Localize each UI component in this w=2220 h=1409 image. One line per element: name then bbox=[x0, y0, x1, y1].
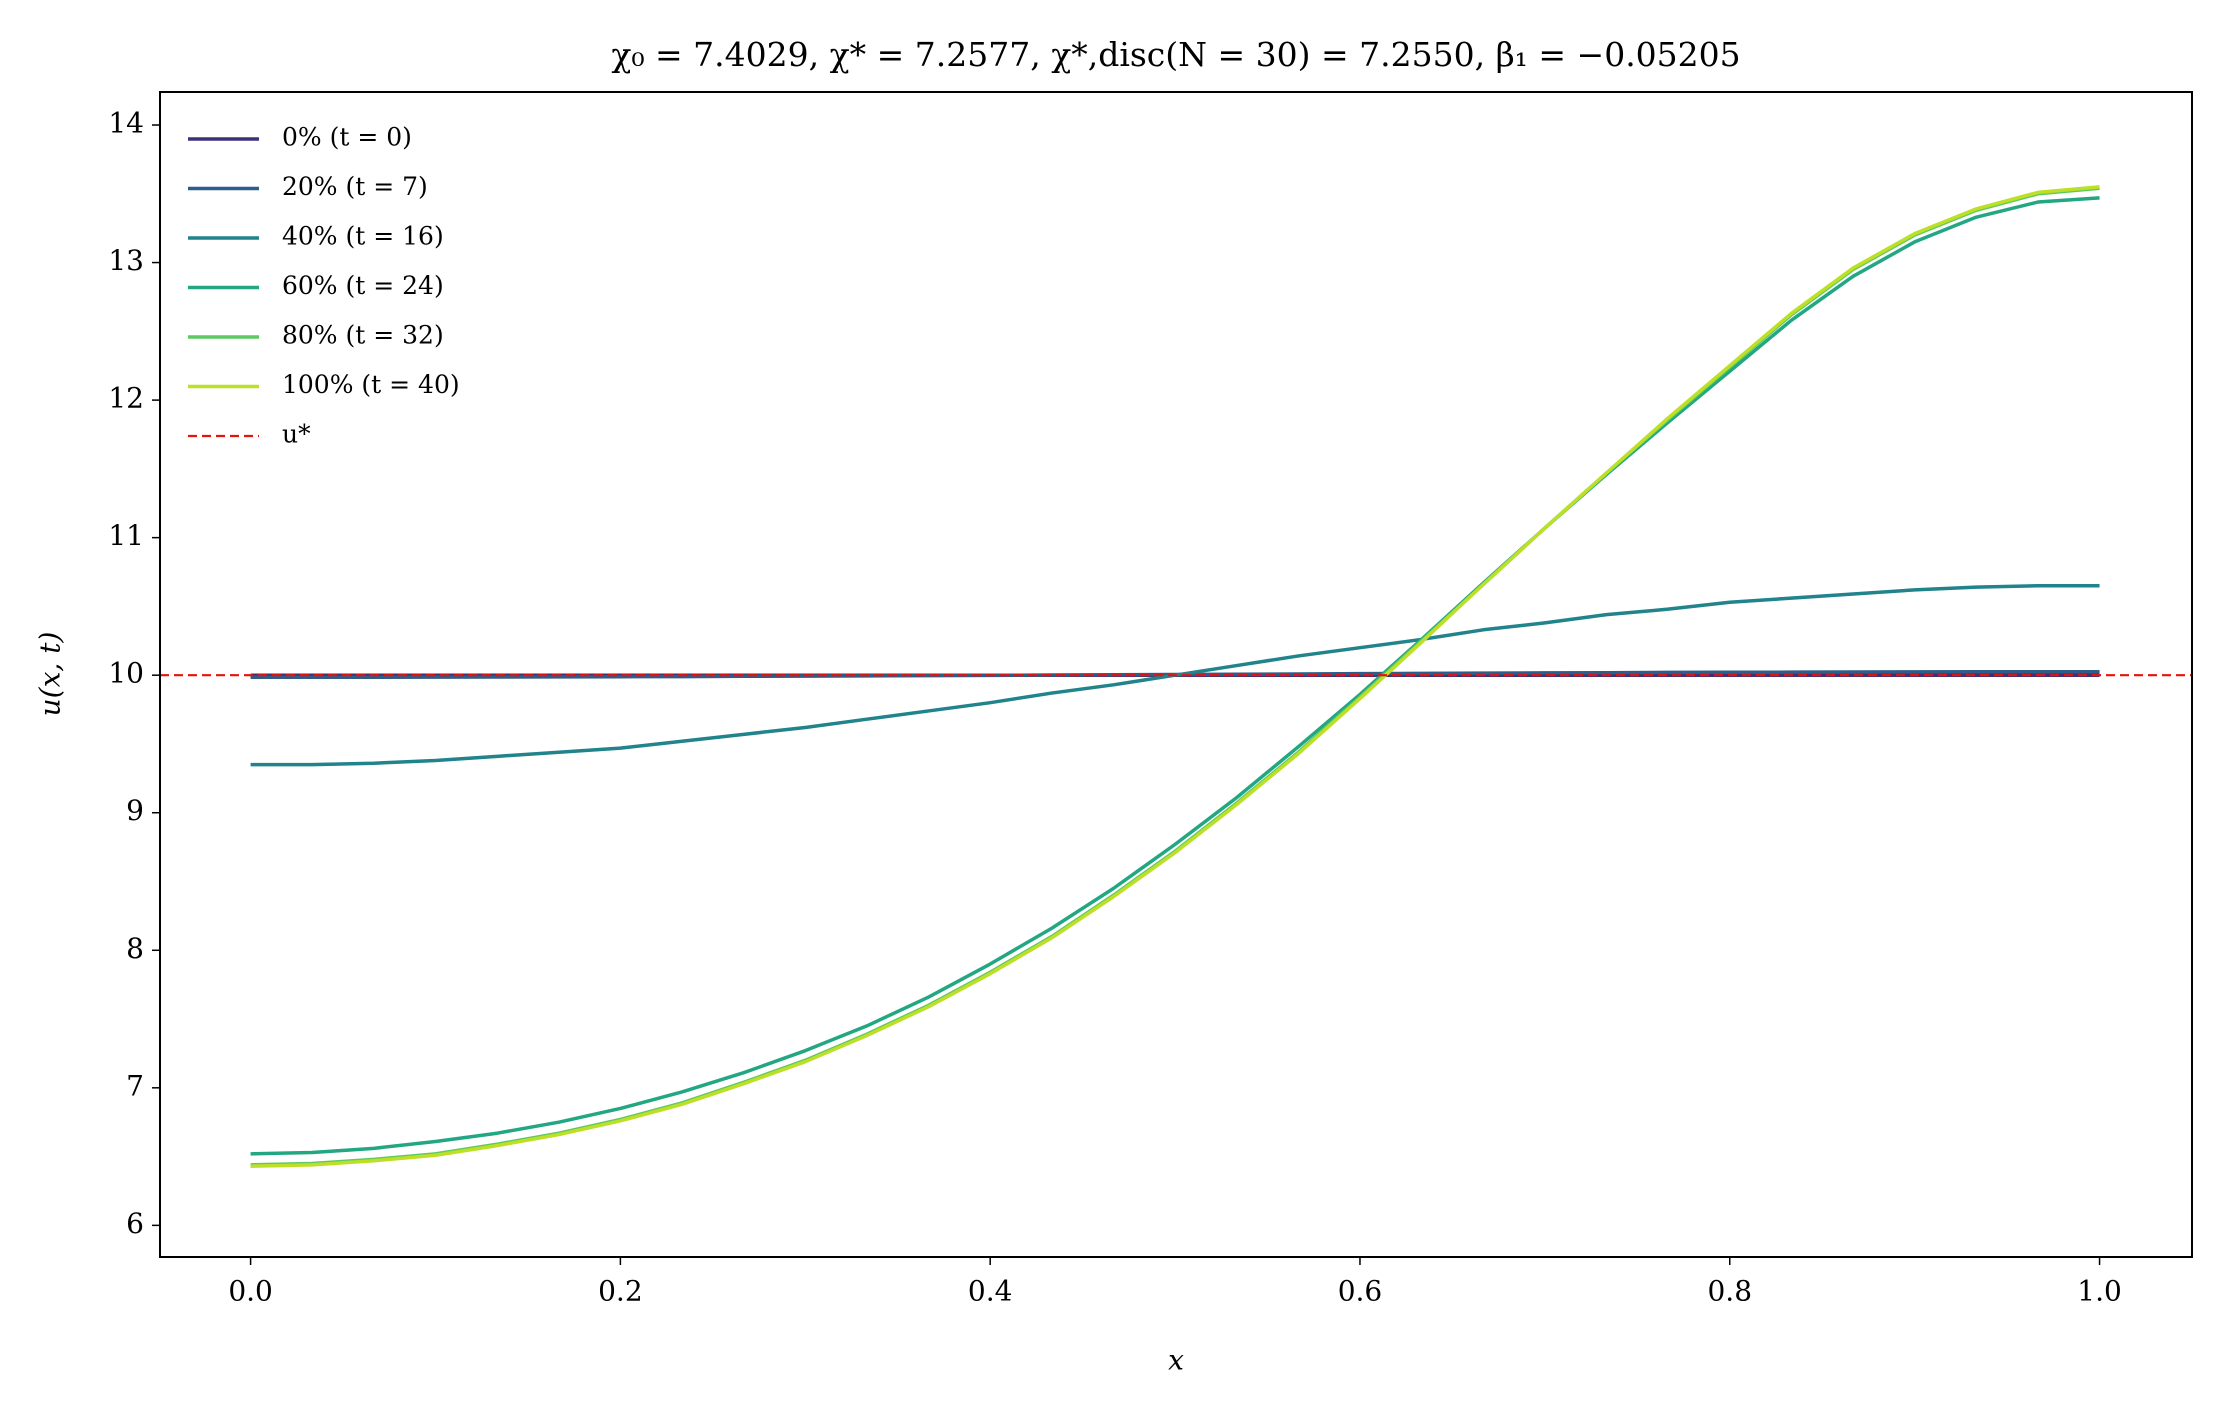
series-line bbox=[250, 196, 2100, 1156]
x-tick-label: 1.0 bbox=[2077, 1275, 2122, 1308]
x-tick-label: 0.8 bbox=[1707, 1275, 1752, 1308]
series-line bbox=[250, 185, 2100, 1168]
x-tick-label: 0.6 bbox=[1338, 1275, 1383, 1308]
y-tick-label: 13 bbox=[108, 244, 144, 277]
y-tick-label: 12 bbox=[108, 382, 144, 415]
y-tick-label: 8 bbox=[126, 932, 144, 965]
x-tick-label: 0.4 bbox=[968, 1275, 1013, 1308]
chart-title: χ₀ = 7.4029, χ* = 7.2577, χ*,disc(N = 30… bbox=[611, 35, 1740, 74]
y-tick-label: 6 bbox=[126, 1207, 144, 1240]
y-tick-label: 11 bbox=[108, 519, 144, 552]
legend-label: 40% (t = 16) bbox=[282, 222, 444, 251]
legend-label: 20% (t = 7) bbox=[282, 172, 428, 201]
y-tick-label: 14 bbox=[108, 107, 144, 140]
x-tick-label: 0.2 bbox=[598, 1275, 643, 1308]
plot-frame bbox=[159, 91, 2193, 1258]
legend-label: 60% (t = 24) bbox=[282, 271, 444, 300]
y-tick-label: 9 bbox=[126, 794, 144, 827]
legend-label: 0% (t = 0) bbox=[282, 123, 412, 152]
y-axis-label: u(x, t) bbox=[34, 632, 67, 717]
legend-label: 80% (t = 32) bbox=[282, 321, 444, 350]
x-axis-label: x bbox=[1168, 1344, 1184, 1377]
x-tick-label: 0.0 bbox=[228, 1275, 273, 1308]
legend-label: u* bbox=[282, 420, 311, 449]
legend-label: 100% (t = 40) bbox=[282, 370, 460, 399]
y-tick-label: 7 bbox=[126, 1069, 144, 1102]
y-tick-label: 10 bbox=[108, 657, 144, 690]
